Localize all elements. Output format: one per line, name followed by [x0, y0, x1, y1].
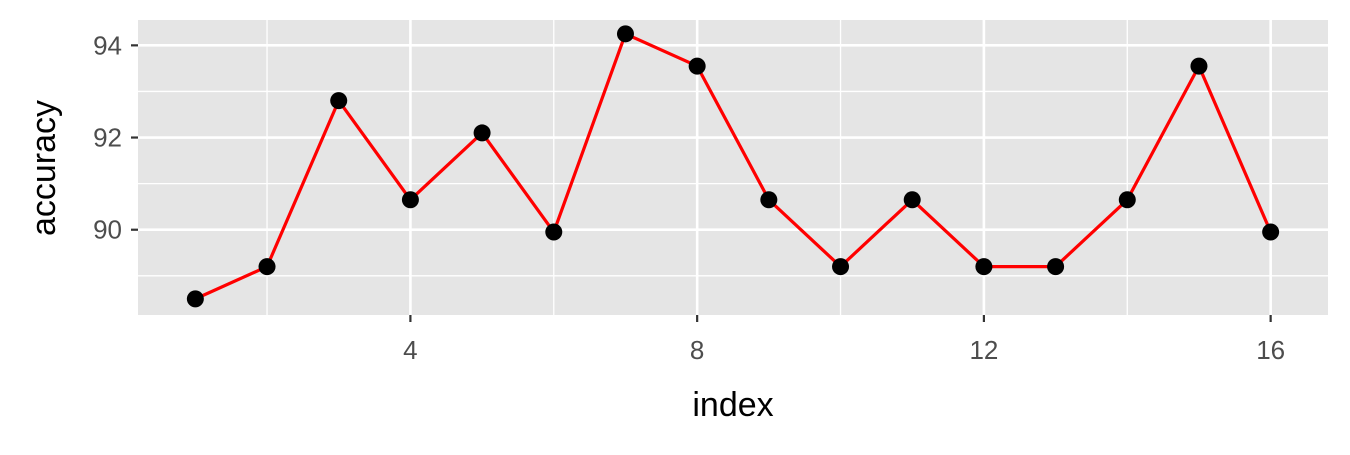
data-point — [473, 124, 491, 142]
data-point — [545, 223, 563, 241]
x-tick-label: 8 — [690, 335, 704, 365]
data-point — [186, 290, 204, 308]
grid-lines — [138, 20, 1328, 315]
data-point — [330, 92, 348, 110]
data-point — [258, 258, 276, 276]
axes: 4 8 12 16 90 92 94 — [93, 30, 1285, 365]
data-point — [760, 191, 778, 209]
data-point — [401, 191, 419, 209]
plot-panel — [138, 20, 1328, 315]
y-tick-label: 94 — [93, 30, 122, 60]
panel-background — [138, 20, 1328, 315]
y-tick-label: 92 — [93, 123, 122, 153]
data-point — [903, 191, 921, 209]
data-point — [1047, 258, 1065, 276]
data-point — [1118, 191, 1136, 209]
y-tick-label: 90 — [93, 215, 122, 245]
data-point — [832, 258, 850, 276]
data-point — [1262, 223, 1280, 241]
data-point — [616, 25, 634, 43]
series-line — [194, 32, 1273, 301]
x-axis-title: index — [692, 386, 773, 424]
x-tick-label: 4 — [403, 335, 417, 365]
data-point — [975, 258, 993, 276]
x-tick-label: 16 — [1256, 335, 1285, 365]
data-point — [688, 57, 706, 75]
y-axis-title: accuracy — [25, 100, 63, 236]
series-line-layer — [194, 32, 1273, 301]
x-tick-label: 12 — [969, 335, 998, 365]
data-points — [186, 25, 1280, 308]
data-point — [1190, 57, 1208, 75]
